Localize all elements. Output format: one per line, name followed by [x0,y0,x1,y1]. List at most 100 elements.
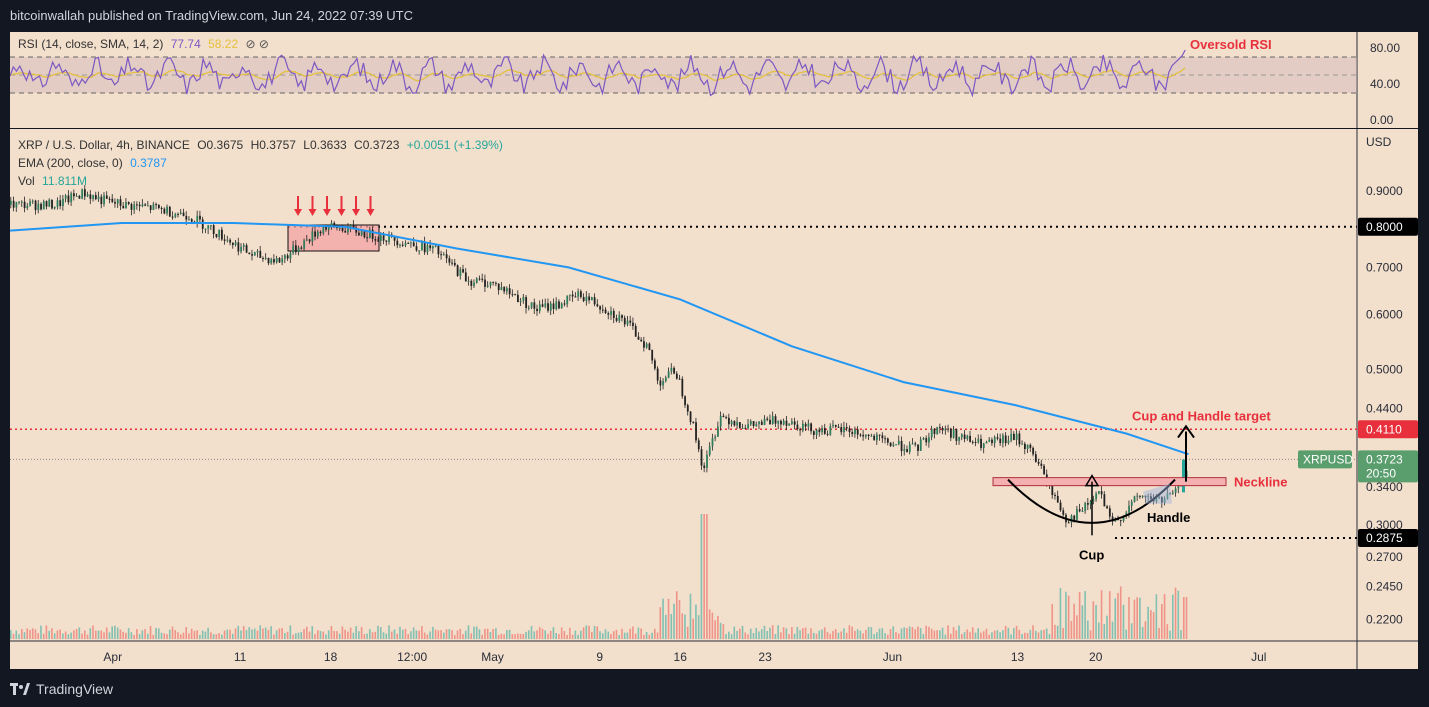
volume-bar [325,634,327,639]
candle-body [980,438,982,448]
volume-bar [179,634,182,639]
candle-body [917,444,919,451]
volume-bar [212,634,215,639]
volume-bar [812,632,815,639]
volume-bar [344,629,346,639]
candle-body [1108,508,1111,517]
volume-bar [604,629,607,639]
candle-body [15,202,18,208]
candle-body [432,246,434,249]
candle-body [78,195,81,199]
volume-bar [569,627,571,639]
candle-body [892,444,895,447]
volume-bar [341,626,344,639]
candle-body [229,239,232,243]
volume-bar [1084,590,1086,639]
candle-body [40,203,42,210]
rsi-chart[interactable]: 80.00 40.00 0.00 Oversold RSI [10,32,1418,128]
candle-body [429,245,432,249]
volume-legend-label: Vol [18,174,35,188]
volume-bar [974,632,977,639]
volume-bar [190,628,193,639]
volume-bar [185,627,187,639]
volume-bar [977,628,980,639]
candle-body [612,310,615,318]
volume-bar [549,630,552,639]
candle-body [656,368,659,381]
candle-body [53,206,56,209]
candle-body [423,241,426,253]
volume-bar [506,630,508,639]
volume-bar [678,600,681,639]
volume-bar [199,634,201,639]
volume-bar [933,630,936,639]
time-axis-tick: Apr [103,650,122,664]
volume-bar [168,629,171,639]
candle-body [275,258,278,263]
candle-body [834,424,837,427]
volume-bar [1056,625,1059,639]
candle-body [23,201,26,209]
price-chart[interactable]: USD 0.9000 0.7000 0.6000 0.5000 0.4400 0.3400 0… [10,129,1418,669]
volume-bar [366,633,368,639]
support-price-tag-text: 0.2875 [1366,531,1403,545]
candle-body [1007,440,1010,444]
rsi-panel[interactable]: RSI (14, close, SMA, 14, 2) 77.74 58.22 … [10,32,1418,128]
volume-bar [475,626,478,639]
price-axis-tick: 0.2200 [1366,612,1403,626]
price-axis-tick: 0.3400 [1366,480,1403,494]
candle-body [856,429,859,435]
volume-bar [560,627,563,639]
volume-bar [632,626,634,639]
volume-bar [464,630,467,639]
volume-bar [897,633,900,639]
candles [10,185,1188,528]
volume-bar [843,628,845,639]
volume-bar [971,627,974,639]
volume-bar [747,634,749,639]
candle-body [201,219,204,229]
candle-body [560,303,563,309]
price-axis-tick: 0.7000 [1366,260,1403,274]
candle-body [1004,435,1007,444]
candle-body [125,202,127,209]
volume-bar [1048,634,1051,639]
volume-bar [226,629,229,639]
volume-bar [1119,586,1122,639]
candle-body [404,242,407,246]
time-axis-tick: 13 [1011,650,1025,664]
handle-annotation: Handle [1147,510,1190,525]
volume-bar [618,634,621,639]
tradingview-logo[interactable]: TradingView [10,681,113,697]
volume-bar [695,604,697,639]
rsi-legend-icons[interactable]: ⊘ ⊘ [245,37,269,51]
candle-body [355,227,358,233]
volume-bar [48,630,50,639]
candle-body [985,441,988,444]
volume-bar [1180,630,1182,639]
volume-bar [100,630,103,639]
volume-bar [404,628,407,639]
volume-bar [78,627,81,639]
candle-body [741,427,744,429]
volume-bar [958,625,960,639]
ema-legend-value: 0.3787 [130,156,167,170]
candle-body [933,428,936,435]
candle-body [569,294,571,296]
candle-body [804,423,807,427]
candle-body [629,320,632,323]
candle-body [895,444,897,446]
volume-bar [311,626,314,639]
volume-bar [207,627,209,639]
price-panel[interactable]: USD 0.9000 0.7000 0.6000 0.5000 0.4400 0.3400 0… [10,129,1418,669]
volume-bar [555,632,557,639]
candle-body [325,226,327,230]
candle-body [421,241,423,251]
candle-body [385,240,388,242]
candle-body [105,195,108,199]
target-price-tag-text: 0.4110 [1366,422,1402,436]
volume-bar [706,514,708,639]
candle-body [116,199,119,204]
volume-bar [939,630,941,639]
volume-bar [558,633,560,639]
